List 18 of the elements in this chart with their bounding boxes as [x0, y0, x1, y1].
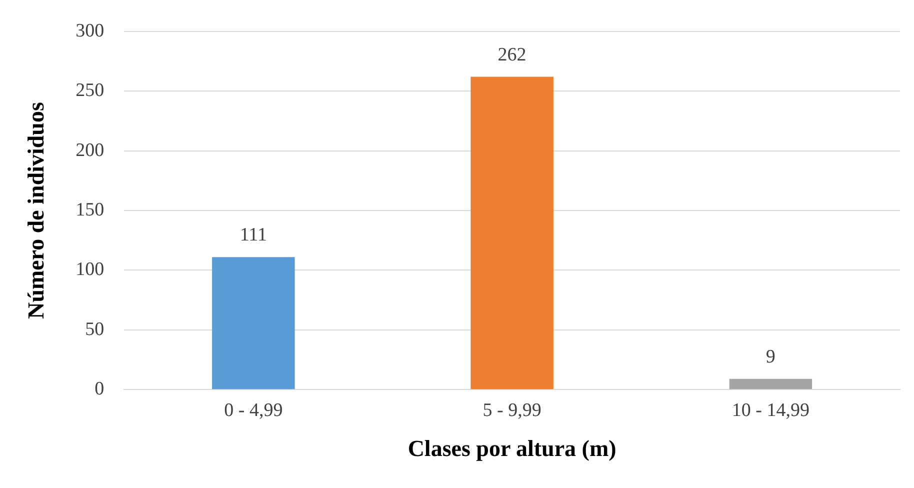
y-axis-title: Número de individuos — [24, 102, 49, 319]
x-tick-label: 5 - 9,99 — [482, 400, 542, 421]
x-tick-label: 10 - 14,99 — [732, 400, 810, 421]
data-label: 9 — [766, 346, 776, 368]
y-tick-label: 200 — [76, 140, 104, 161]
y-tick-label: 300 — [76, 20, 104, 42]
bar — [729, 378, 812, 390]
y-tick-label: 0 — [94, 378, 104, 400]
y-tick-label: 250 — [76, 80, 104, 102]
data-label: 111 — [240, 224, 267, 246]
bar — [470, 76, 554, 390]
y-tick-label: 100 — [76, 259, 104, 280]
x-axis-title: Clases por altura (m) — [408, 436, 616, 462]
y-tick-label: 150 — [76, 199, 104, 220]
data-label: 262 — [498, 44, 526, 66]
y-tick-label: 50 — [85, 318, 104, 340]
bar — [212, 257, 295, 390]
x-tick-label: 0 - 4,99 — [224, 400, 283, 421]
